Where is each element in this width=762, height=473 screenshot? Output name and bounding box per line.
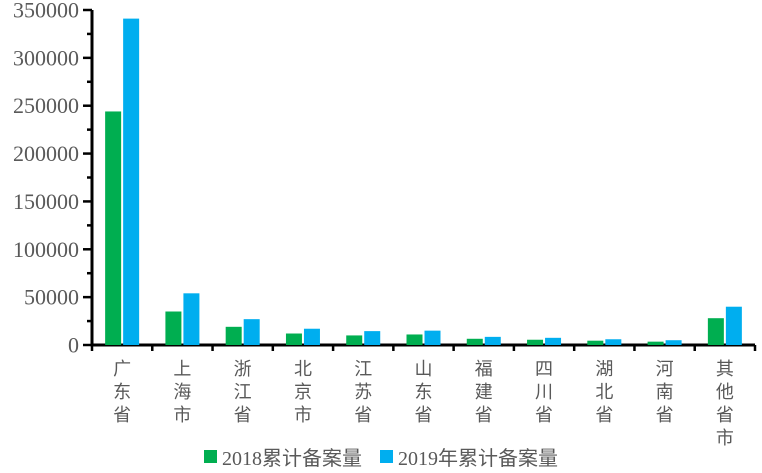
bar-2018累计备案量-其他省市 <box>707 318 724 345</box>
bar-2019年累计备案量-山东省 <box>424 330 441 345</box>
bar-2018累计备案量-北京市 <box>285 333 302 345</box>
bar-2019年累计备案量-浙江省 <box>243 319 260 345</box>
y-tick-label: 250000 <box>13 93 79 118</box>
x-category-label: 其他省市 <box>716 359 734 446</box>
bar-2019年累计备案量-广东省 <box>123 18 140 345</box>
y-tick-label: 300000 <box>13 45 79 70</box>
bar-2019年累计备案量-河南省 <box>665 340 682 345</box>
bar-2018累计备案量-福建省 <box>466 338 483 345</box>
bar-2018累计备案量-湖北省 <box>587 340 604 345</box>
bar-2018累计备案量-河南省 <box>647 341 664 345</box>
x-category-label: 河南省 <box>656 359 674 425</box>
x-category-label: 北京市 <box>294 359 312 425</box>
bar-2018累计备案量-浙江省 <box>225 326 242 345</box>
y-tick-label: 150000 <box>13 189 79 214</box>
x-category-label: 浙江省 <box>234 359 252 425</box>
x-category-label: 广东省 <box>113 359 131 425</box>
y-tick-label: 100000 <box>13 237 79 262</box>
bar-2019年累计备案量-四川省 <box>545 337 562 345</box>
bar-2019年累计备案量-其他省市 <box>725 306 742 345</box>
legend: 2018累计备案量 2019年累计备案量 <box>0 442 762 471</box>
y-tick-label: 50000 <box>24 285 79 310</box>
bar-2018累计备案量-山东省 <box>406 334 423 345</box>
bar-2019年累计备案量-福建省 <box>484 336 501 345</box>
bar-2018累计备案量-江苏省 <box>346 335 363 345</box>
x-category-label: 江苏省 <box>354 359 372 425</box>
legend-item-2019: 2019年累计备案量 <box>380 442 558 471</box>
legend-label-2019: 2019年累计备案量 <box>398 448 558 470</box>
x-category-label: 山东省 <box>415 359 433 425</box>
bar-2019年累计备案量-上海市 <box>183 293 200 345</box>
y-tick-label: 200000 <box>13 141 79 166</box>
legend-label-2018: 2018累计备案量 <box>222 448 362 470</box>
y-tick-label: 350000 <box>13 0 79 23</box>
legend-swatch-2019 <box>380 450 393 463</box>
bar-2018累计备案量-广东省 <box>105 111 122 345</box>
bar-chart-canvas: 0 50000 100000 150000 200000 250000 300000 3500… <box>13 0 757 446</box>
legend-swatch-2018 <box>204 450 217 463</box>
bar-2019年累计备案量-湖北省 <box>605 339 622 345</box>
bar-2018累计备案量-上海市 <box>165 311 182 345</box>
x-category-label: 四川省 <box>535 359 553 425</box>
bar-2019年累计备案量-江苏省 <box>364 331 381 345</box>
x-category-label: 湖北省 <box>595 359 613 425</box>
bar-2018累计备案量-四川省 <box>527 339 544 345</box>
x-category-label: 上海市 <box>173 359 191 425</box>
x-category-label: 福建省 <box>475 359 493 425</box>
legend-item-2018: 2018累计备案量 <box>204 442 362 471</box>
bar-2019年累计备案量-北京市 <box>303 328 320 345</box>
y-tick-label: 0 <box>68 333 79 358</box>
